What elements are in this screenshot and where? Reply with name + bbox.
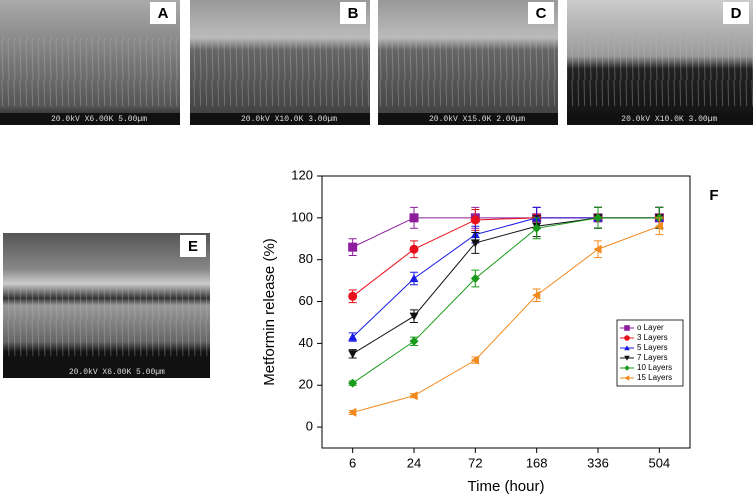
legend-marker <box>624 375 630 381</box>
marker <box>593 213 603 223</box>
sem-caption: 20.0kV X10.0K 3.00µm <box>241 115 337 124</box>
legend-label: 5 Layers <box>637 343 668 352</box>
series-line <box>352 217 660 297</box>
caption-bar <box>0 113 180 125</box>
panel-label: D <box>731 5 742 22</box>
sem-texture <box>3 276 210 357</box>
legend-marker <box>624 355 630 361</box>
label-box <box>723 2 749 24</box>
label-box <box>528 2 554 24</box>
caption-bar <box>378 113 558 125</box>
marker <box>532 223 542 233</box>
legend-label: 3 Layers <box>637 333 668 342</box>
sem-caption: 20.0kV X6.00K 5.00µm <box>69 368 165 377</box>
x-axis-label: Time (hour) <box>468 478 545 495</box>
label-box <box>180 235 206 257</box>
marker <box>409 391 418 401</box>
panel-label: C <box>536 5 547 22</box>
series-line <box>352 217 660 338</box>
sem-caption: 20.0kV X10.0K 3.00µm <box>621 115 717 124</box>
label-box <box>340 2 366 24</box>
y-tick-label: 80 <box>299 251 313 266</box>
marker <box>470 215 480 225</box>
y-tick-label: 100 <box>291 209 313 224</box>
x-tick-label: 72 <box>468 455 482 470</box>
legend-box <box>616 319 684 387</box>
series <box>348 206 664 257</box>
marker <box>470 239 480 248</box>
sem-texture <box>567 37 753 107</box>
sem-caption: 20.0kV X6.00K 5.00µm <box>51 115 147 124</box>
sem-caption: 20.0kV X15.0K 2.00µm <box>429 115 525 124</box>
series <box>348 206 664 342</box>
marker <box>348 291 358 301</box>
legend-marker <box>624 365 630 371</box>
plot-frame <box>321 175 691 449</box>
x-tick-label: 6 <box>349 455 356 470</box>
label-box <box>150 2 176 24</box>
sem-texture <box>378 37 558 107</box>
marker <box>348 242 358 252</box>
marker <box>409 213 419 223</box>
series-line <box>352 217 660 355</box>
panel-label: F <box>709 187 718 204</box>
series-line <box>352 217 660 248</box>
marker <box>593 244 602 254</box>
caption-bar <box>567 113 753 125</box>
series-line <box>352 225 660 413</box>
marker <box>470 274 480 284</box>
x-tick-label: 24 <box>407 455 421 470</box>
y-tick-label: 0 <box>306 419 313 434</box>
y-tick-label: 20 <box>299 377 313 392</box>
marker <box>409 244 419 254</box>
marker <box>348 407 357 417</box>
legend-label: o Layer <box>637 323 664 332</box>
marker <box>409 312 419 321</box>
marker <box>348 350 358 359</box>
x-tick-label: 504 <box>648 455 670 470</box>
legend-label: 15 Layers <box>637 373 672 382</box>
caption-bar <box>3 366 210 378</box>
panel-label: E <box>188 238 198 255</box>
y-axis-label: Metformin release (%) <box>261 238 278 386</box>
series <box>348 206 664 359</box>
y-tick-label: 40 <box>299 335 313 350</box>
marker <box>348 332 358 341</box>
marker <box>348 378 358 388</box>
marker <box>409 274 419 283</box>
x-tick-label: 336 <box>587 455 609 470</box>
chart: F 0 20 40 60 80 100 120 6 24 72 168 336 504 Time (hour… <box>261 167 719 495</box>
sem-texture <box>190 37 370 107</box>
legend-marker <box>624 335 630 341</box>
sem-texture <box>0 37 180 107</box>
series <box>348 206 664 304</box>
series-line <box>352 217 660 384</box>
panel-label: B <box>348 5 359 22</box>
marker <box>654 221 663 231</box>
sem-panels: 20.0kV X6.00K 5.00µm A 20.0kV X10.0K 3.00µ… <box>0 0 753 378</box>
legend-label: 7 Layers <box>637 353 668 362</box>
legend-label: 10 Layers <box>637 363 672 372</box>
caption-bar <box>190 113 370 125</box>
marker <box>532 290 541 300</box>
x-tick-label: 168 <box>526 455 548 470</box>
panel-label: A <box>158 5 169 22</box>
legend-marker <box>624 325 630 331</box>
series <box>348 217 664 417</box>
marker <box>409 336 419 346</box>
y-tick-label: 60 <box>299 293 313 308</box>
y-tick-label: 120 <box>291 167 313 182</box>
marker <box>470 355 479 365</box>
legend-marker <box>624 345 630 351</box>
